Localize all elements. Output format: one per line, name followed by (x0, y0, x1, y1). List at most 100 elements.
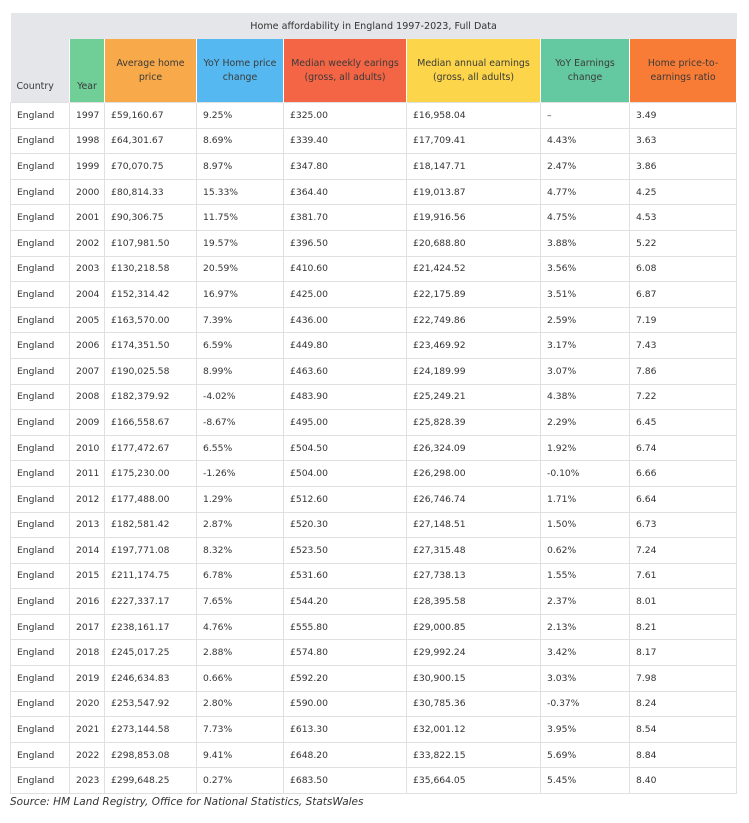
cell-yoy-home-price-change: 11.75% (196, 204, 284, 231)
cell-yoy-home-price-change: 6.55% (196, 434, 284, 462)
cell-year: 2009 (69, 409, 105, 436)
cell-yoy-home-price-change: 9.41% (196, 741, 284, 769)
cell-price-to-earnings-ratio: 4.53 (628, 204, 738, 231)
cell-year: 2019 (69, 665, 105, 692)
cell-country: England (10, 562, 70, 590)
cell-yoy-earnings-change: 3.03% (540, 665, 630, 692)
cell-average-home-price: £90,306.75 (104, 204, 197, 231)
cell-average-home-price: £70,070.75 (104, 153, 197, 180)
cell-country: England (10, 665, 70, 692)
table-body: England 1997 £59,160.67 9.25% £325.00 £16,958… (10, 102, 738, 795)
cell-median-weekly-earnings: £613.30 (283, 716, 407, 743)
cell-price-to-earnings-ratio: 7.86 (628, 357, 738, 385)
cell-country: England (10, 511, 70, 539)
cell-yoy-home-price-change: 2.87% (196, 511, 284, 539)
table-row: England 2004 £152,314.42 16.97% £425.00 £22,1… (10, 281, 738, 308)
cell-median-weekly-earnings: £325.00 (283, 102, 407, 129)
cell-price-to-earnings-ratio: 8.01 (628, 588, 738, 615)
cell-median-annual-earnings: £20,688.80 (406, 229, 541, 257)
cell-yoy-home-price-change: 7.65% (196, 588, 284, 615)
cell-yoy-earnings-change: 4.77% (540, 178, 630, 206)
cell-country: England (10, 204, 70, 231)
cell-yoy-earnings-change: 4.38% (540, 383, 630, 411)
cell-median-weekly-earnings: £463.60 (283, 357, 407, 385)
column-header-price-to-earnings-ratio: Home price-to-earnings ratio (629, 39, 738, 103)
cell-yoy-earnings-change: 3.88% (540, 229, 630, 257)
cell-median-annual-earnings: £26,746.74 (406, 485, 541, 513)
cell-price-to-earnings-ratio: 7.22 (628, 383, 738, 411)
cell-year: 2001 (69, 204, 105, 231)
cell-median-annual-earnings: £25,249.21 (406, 383, 541, 411)
cell-median-annual-earnings: £22,749.86 (406, 306, 541, 334)
cell-yoy-home-price-change: 8.32% (196, 537, 284, 564)
cell-median-annual-earnings: £27,148.51 (406, 511, 541, 539)
cell-yoy-earnings-change: 3.56% (540, 255, 630, 283)
cell-average-home-price: £166,558.67 (104, 409, 197, 436)
cell-year: 2015 (69, 562, 105, 590)
cell-median-weekly-earnings: £396.50 (283, 229, 407, 257)
table-row: England 2020 £253,547.92 2.80% £590.00 £30,78… (10, 690, 738, 718)
cell-yoy-home-price-change: 8.97% (196, 153, 284, 180)
cell-price-to-earnings-ratio: 7.43 (628, 332, 738, 359)
cell-yoy-home-price-change: 8.69% (196, 127, 284, 155)
cell-median-annual-earnings: £33,822.15 (406, 741, 541, 769)
cell-average-home-price: £246,634.83 (104, 665, 197, 692)
cell-average-home-price: £238,161.17 (104, 613, 197, 641)
cell-average-home-price: £175,230.00 (104, 460, 197, 487)
cell-price-to-earnings-ratio: 6.66 (628, 460, 738, 487)
source-note: Source: HM Land Registry, Office for Nat… (10, 796, 364, 808)
cell-median-annual-earnings: £23,469.92 (406, 332, 541, 359)
cell-price-to-earnings-ratio: 7.19 (628, 306, 738, 334)
cell-country: England (10, 255, 70, 283)
table-row: England 1998 £64,301.67 8.69% £339.40 £17,709… (10, 127, 738, 155)
cell-price-to-earnings-ratio: 8.84 (628, 741, 738, 769)
cell-median-weekly-earnings: £436.00 (283, 306, 407, 334)
cell-price-to-earnings-ratio: 8.40 (628, 767, 738, 795)
cell-country: England (10, 178, 70, 206)
cell-yoy-earnings-change: 2.29% (540, 409, 630, 436)
cell-year: 2013 (69, 511, 105, 539)
cell-yoy-home-price-change: 16.97% (196, 281, 284, 308)
cell-yoy-earnings-change: 4.43% (540, 127, 630, 155)
cell-median-weekly-earnings: £512.60 (283, 485, 407, 513)
cell-yoy-earnings-change: 4.75% (540, 204, 630, 231)
cell-year: 2007 (69, 357, 105, 385)
cell-yoy-earnings-change: 2.13% (540, 613, 630, 641)
cell-price-to-earnings-ratio: 6.45 (628, 409, 738, 436)
cell-average-home-price: £177,472.67 (104, 434, 197, 462)
cell-median-weekly-earnings: £364.40 (283, 178, 407, 206)
cell-yoy-home-price-change: 7.73% (196, 716, 284, 743)
cell-median-annual-earnings: £26,298.00 (406, 460, 541, 487)
cell-country: England (10, 153, 70, 180)
column-header-average-home-price: Average home price (104, 39, 197, 103)
cell-median-weekly-earnings: £523.50 (283, 537, 407, 564)
data-table-container: Home affordability in England 1997-2023,… (10, 13, 738, 795)
cell-yoy-home-price-change: 19.57% (196, 229, 284, 257)
cell-yoy-earnings-change: 3.17% (540, 332, 630, 359)
table-row: England 2010 £177,472.67 6.55% £504.50 £26,32… (10, 434, 738, 462)
cell-yoy-home-price-change: 6.78% (196, 562, 284, 590)
cell-price-to-earnings-ratio: 6.74 (628, 434, 738, 462)
cell-year: 2014 (69, 537, 105, 564)
cell-yoy-home-price-change: -1.26% (196, 460, 284, 487)
cell-country: England (10, 434, 70, 462)
table-row: England 1999 £70,070.75 8.97% £347.80 £18,147… (10, 153, 738, 180)
cell-yoy-earnings-change: 2.37% (540, 588, 630, 615)
table-row: England 2007 £190,025.58 8.99% £463.60 £24,18… (10, 357, 738, 385)
cell-country: England (10, 716, 70, 743)
cell-median-weekly-earnings: £483.90 (283, 383, 407, 411)
table-row: England 2006 £174,351.50 6.59% £449.80 £23,46… (10, 332, 738, 359)
header-row: Country Year Average home price YoY Home pr… (10, 39, 738, 103)
cell-median-weekly-earnings: £410.60 (283, 255, 407, 283)
table-row: England 2011 £175,230.00 -1.26% £504.00 £26,2… (10, 460, 738, 487)
cell-median-weekly-earnings: £520.30 (283, 511, 407, 539)
cell-median-annual-earnings: £25,828.39 (406, 409, 541, 436)
cell-yoy-earnings-change: 1.92% (540, 434, 630, 462)
cell-average-home-price: £273,144.58 (104, 716, 197, 743)
cell-average-home-price: £245,017.25 (104, 639, 197, 667)
cell-price-to-earnings-ratio: 8.24 (628, 690, 738, 718)
cell-median-weekly-earnings: £648.20 (283, 741, 407, 769)
cell-year: 1999 (69, 153, 105, 180)
cell-average-home-price: £211,174.75 (104, 562, 197, 590)
cell-yoy-home-price-change: -4.02% (196, 383, 284, 411)
